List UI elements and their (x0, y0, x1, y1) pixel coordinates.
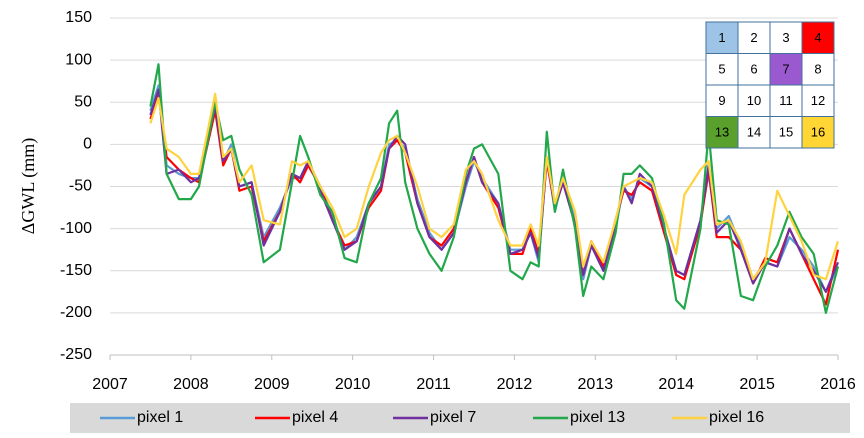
x-tick-label: 2008 (173, 376, 209, 393)
legend-label: pixel 7 (430, 409, 476, 426)
y-tick-label: 100 (65, 51, 92, 68)
x-tick-label: 2012 (497, 376, 533, 393)
inset-cell-label: 10 (747, 93, 761, 108)
inset-cell-label: 2 (750, 30, 757, 45)
inset-cell (737, 84, 771, 117)
legend-label: pixel 4 (292, 409, 338, 426)
inset-cell-label: 8 (814, 62, 821, 77)
y-tick-label: -250 (60, 346, 92, 363)
inset-cell-label: 5 (718, 62, 725, 77)
legend-box (70, 403, 850, 433)
x-tick-label: 2007 (92, 376, 128, 393)
legend-label: pixel 13 (570, 409, 625, 426)
inset-cell-label: 7 (782, 62, 789, 77)
x-tick-label: 2016 (820, 376, 856, 393)
x-tick-label: 2010 (335, 376, 371, 393)
inset-cell (705, 53, 739, 86)
inset-cell-label: 15 (779, 125, 793, 140)
inset-cell-label: 14 (747, 125, 761, 140)
inset-cell-label: 1 (718, 30, 725, 45)
data-line (149, 63, 840, 314)
inset-cell (801, 21, 835, 54)
inset-cell-label: 9 (718, 93, 725, 108)
x-tick-label: 2011 (416, 376, 451, 393)
y-tick-label: -200 (60, 304, 92, 321)
data-line (149, 92, 840, 281)
inset-cell (769, 116, 803, 149)
inset-cell-label: 13 (715, 125, 729, 140)
inset-cell-label: 4 (814, 30, 821, 45)
inset-cell (801, 84, 835, 117)
inset-cell (769, 84, 803, 117)
inset-cell (801, 53, 835, 86)
inset-cell (801, 116, 835, 149)
x-tick-label: 2014 (658, 376, 694, 393)
inset-cell-label: 6 (750, 62, 757, 77)
legend-label: pixel 1 (137, 409, 183, 426)
inset-cell-label: 16 (811, 125, 825, 140)
y-tick-label: 0 (83, 136, 92, 153)
inset-cell-label: 3 (782, 30, 789, 45)
x-tick-label: 2015 (739, 376, 775, 393)
inset-cell-label: 12 (811, 93, 825, 108)
x-tick-label: 2009 (254, 376, 290, 393)
legend-label: pixel 16 (709, 409, 764, 426)
inset-cell (737, 116, 771, 149)
y-tick-label: -150 (60, 262, 92, 279)
y-tick-label: 50 (74, 93, 92, 110)
y-tick-label: 150 (65, 9, 92, 26)
inset-cell (705, 116, 739, 149)
y-tick-label: -50 (69, 178, 92, 195)
y-tick-label: -100 (60, 220, 92, 237)
x-tick-label: 2013 (578, 376, 614, 393)
inset-cell-label: 11 (779, 93, 793, 108)
y-axis-label: ΔGWL (mm) (18, 138, 39, 234)
